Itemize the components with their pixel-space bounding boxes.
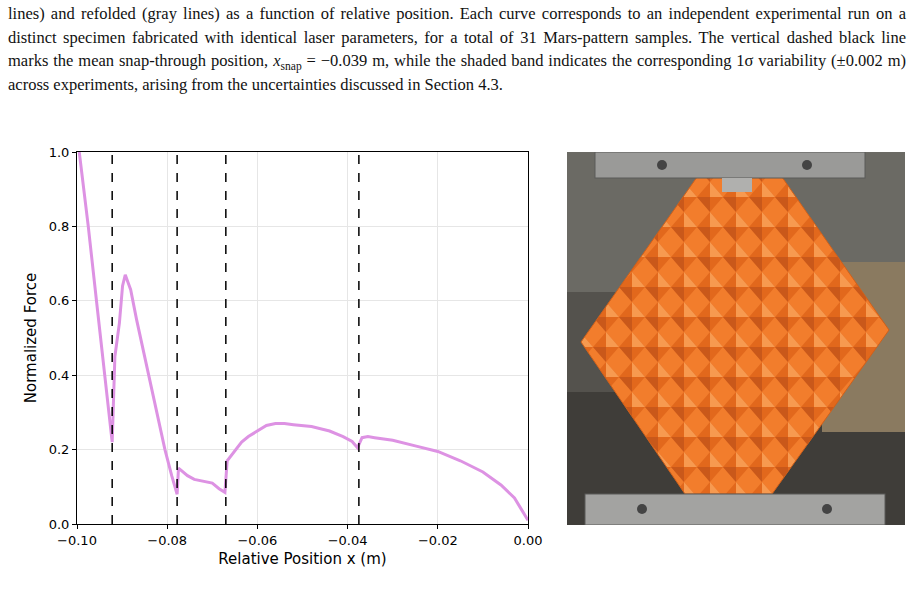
svg-text:0.6: 0.6 <box>49 293 70 308</box>
html-text:lines) and refolded (gray line: lines) and refolded (gray lines) as a fu… <box>8 4 906 94</box>
svg-text:0.4: 0.4 <box>49 368 70 383</box>
svg-text:−0.10: −0.10 <box>57 533 97 548</box>
svg-text:0.0: 0.0 <box>49 517 70 532</box>
svg-text:0.2: 0.2 <box>49 442 70 457</box>
svg-text:−0.04: −0.04 <box>328 533 368 548</box>
svg-text:−0.02: −0.02 <box>418 533 458 548</box>
svg-text:−0.08: −0.08 <box>147 533 187 548</box>
svg-text:Relative Position x (m): Relative Position x (m) <box>218 550 386 568</box>
svg-text:0.00: 0.00 <box>514 533 543 548</box>
svg-text:0.8: 0.8 <box>49 219 70 234</box>
svg-text:1.0: 1.0 <box>49 145 70 160</box>
svg-text:Normalized Force: Normalized Force <box>22 273 40 403</box>
svg-text:−0.06: −0.06 <box>237 533 277 548</box>
